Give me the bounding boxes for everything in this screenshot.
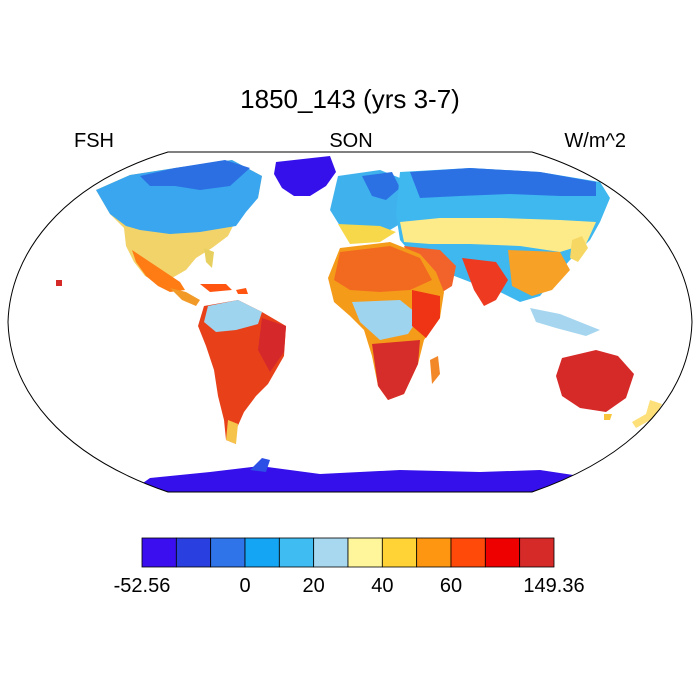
- central-asia: [400, 218, 596, 252]
- colorbar-label-2: 20: [303, 575, 325, 597]
- siberia-north: [410, 168, 596, 198]
- map-land-layer: [56, 156, 662, 492]
- central-america: [170, 288, 200, 306]
- southeast-asia-islands: [530, 308, 600, 336]
- central-africa: [352, 300, 420, 340]
- east-asia: [508, 250, 570, 296]
- colorbar-box-3: [244, 537, 280, 568]
- antarctic-peninsula: [250, 458, 270, 472]
- patagonia: [226, 420, 238, 444]
- colorbar: -52.56 0 20 40 60 149.36: [114, 537, 585, 597]
- colorbar-box-9: [450, 537, 486, 568]
- arctic-canada: [140, 160, 250, 190]
- new-zealand: [632, 400, 662, 428]
- colorbar-label-1: 0: [239, 575, 250, 597]
- colorbar-box-8: [416, 537, 452, 568]
- colorbar-box-6: [347, 537, 383, 568]
- colorbar-label-4: 60: [440, 575, 462, 597]
- scandinavia: [362, 172, 400, 200]
- east-africa: [412, 290, 440, 338]
- japan: [570, 236, 588, 262]
- south-america-north: [204, 300, 262, 332]
- brazil-east: [258, 318, 286, 372]
- colorbar-box-1: [175, 537, 212, 568]
- left-string: FSH: [74, 130, 114, 152]
- colorbar-box-5: [313, 537, 349, 568]
- plot-title: 1850_143 (yrs 3-7): [240, 84, 460, 114]
- colorbar-box-7: [381, 537, 418, 568]
- tasmania: [604, 414, 612, 420]
- colorbar-label-3: 40: [371, 575, 393, 597]
- caribbean-islands: [200, 284, 248, 294]
- hawaii: [56, 280, 62, 286]
- madagascar: [430, 356, 440, 384]
- south-asia: [462, 258, 508, 306]
- colorbar-box-10: [484, 537, 521, 568]
- colorbar-box-11: [519, 537, 555, 568]
- colorbar-box-2: [210, 537, 246, 568]
- southern-africa: [372, 340, 420, 400]
- colorbar-label-0: -52.56: [114, 575, 171, 597]
- sahara: [334, 246, 432, 292]
- colorbar-label-5: 149.36: [523, 575, 584, 597]
- units-label: W/m^2: [564, 130, 626, 152]
- greenland: [274, 156, 336, 196]
- colorbar-box-4: [278, 537, 315, 568]
- colorbar-box-0: [141, 537, 177, 568]
- australia-landmass: [556, 350, 634, 412]
- antarctica: [130, 466, 600, 492]
- florida: [204, 248, 214, 268]
- europe-south: [338, 224, 396, 244]
- map-outline: [7, 151, 693, 493]
- mexico-region: [132, 250, 185, 292]
- center-string: SON: [329, 130, 372, 152]
